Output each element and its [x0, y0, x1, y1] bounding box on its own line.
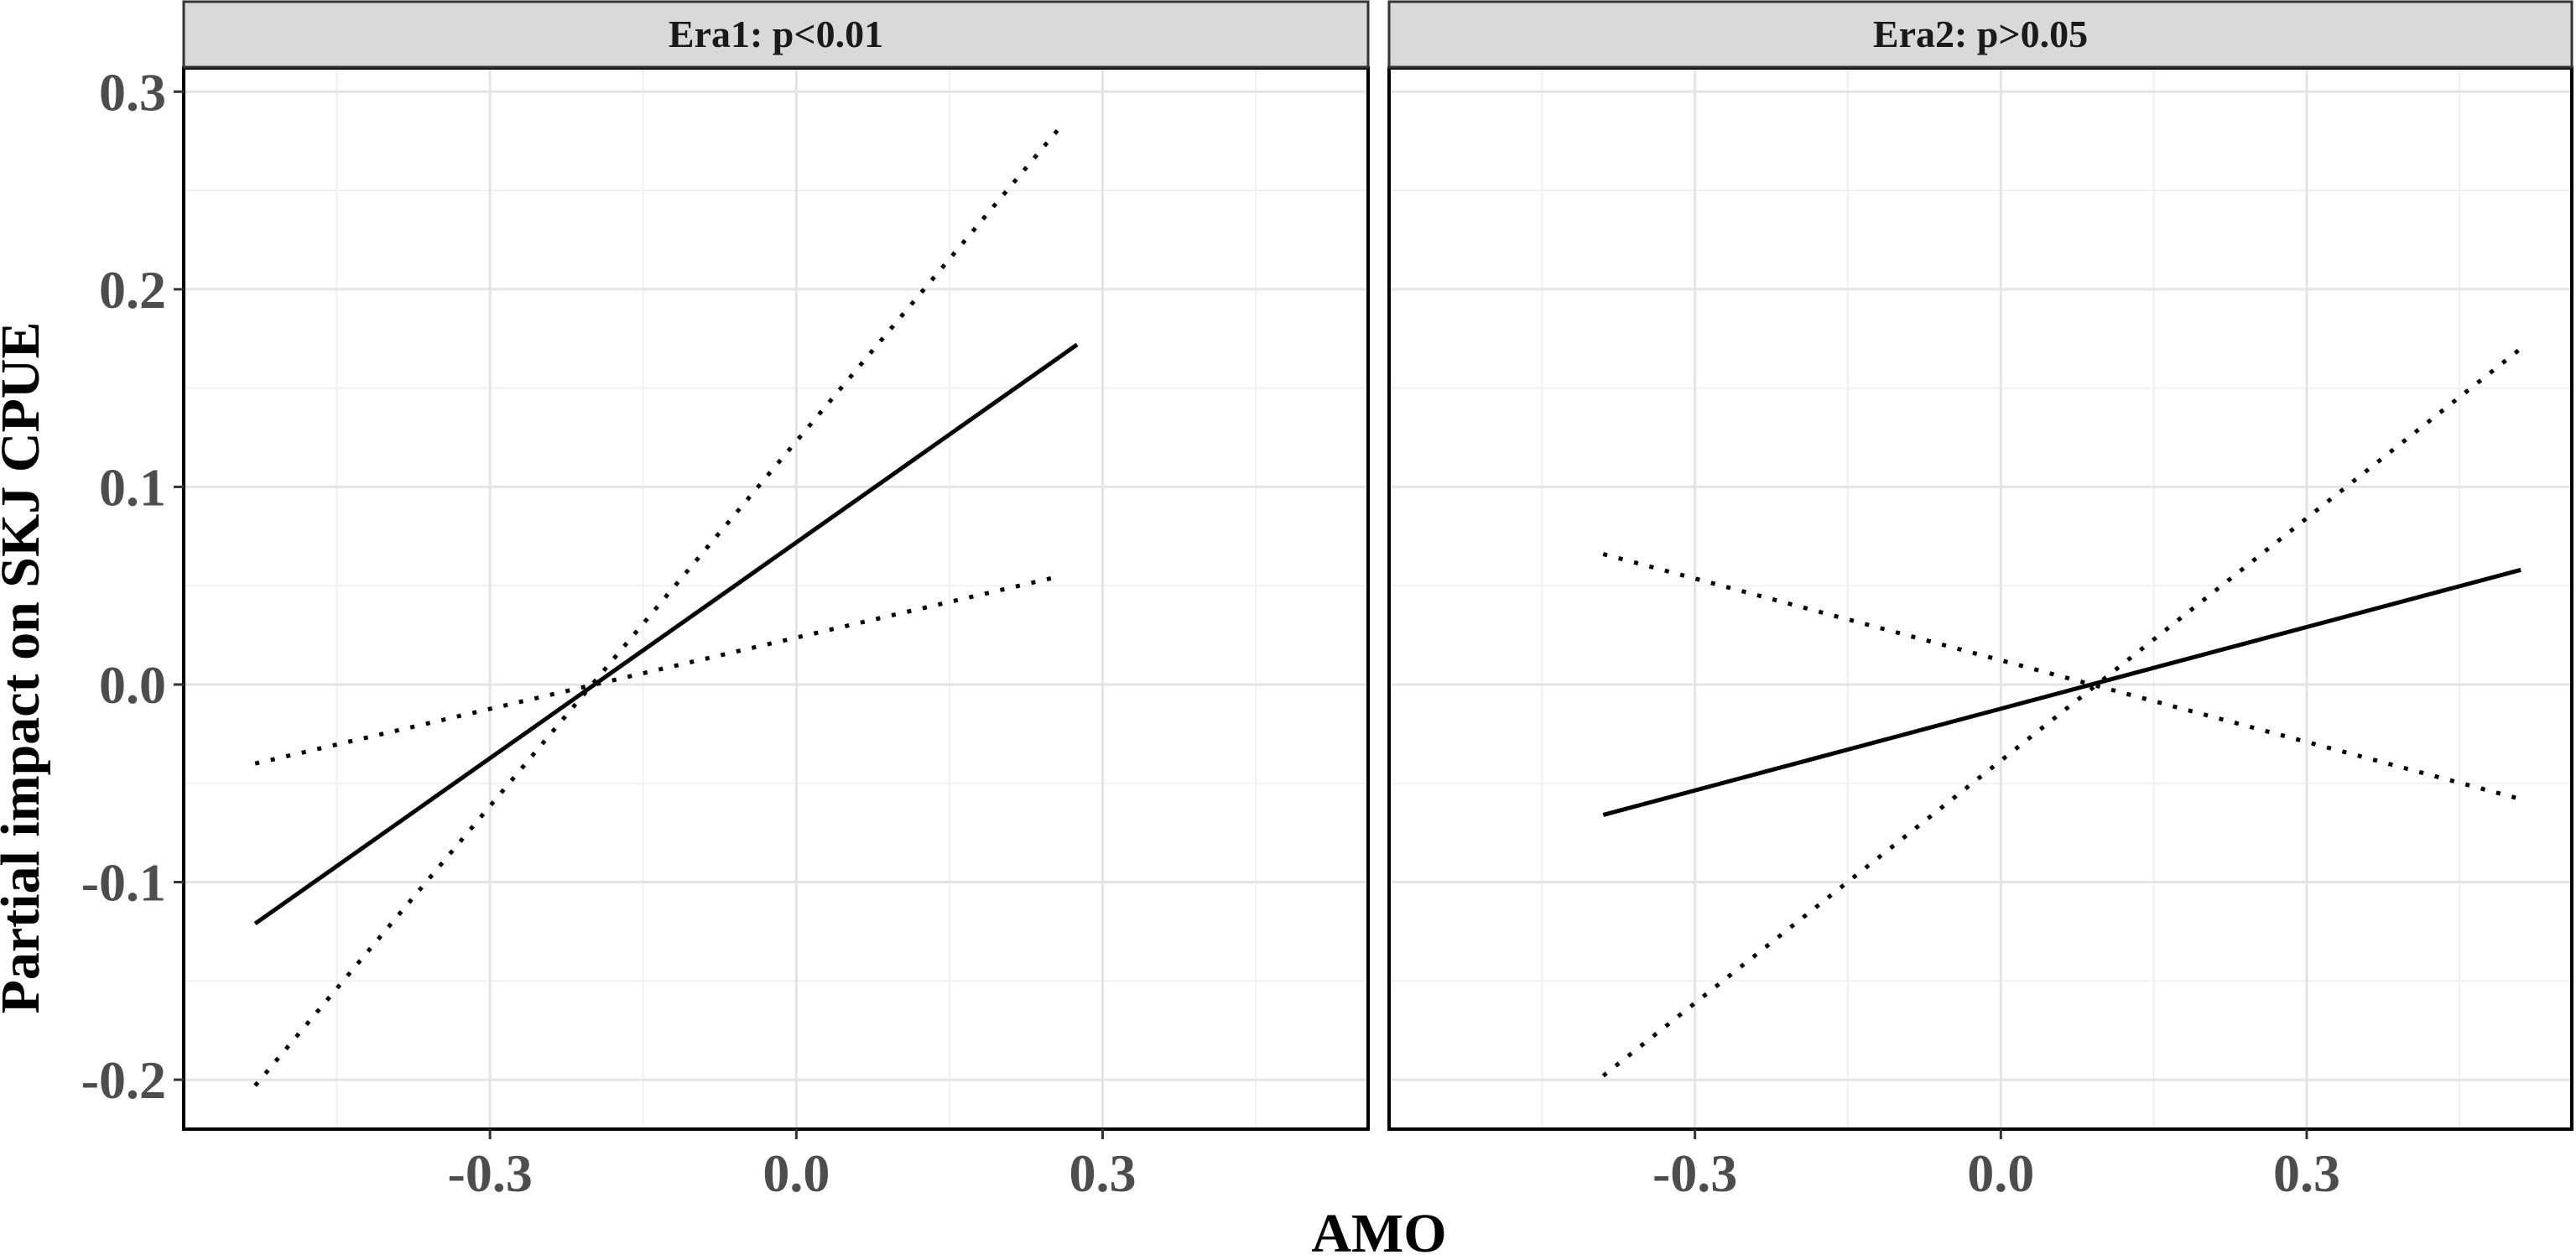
y-tick-label: 0.3 [99, 62, 166, 122]
confidence-line-panel1-2 [253, 123, 1064, 1087]
x-tick-label: -0.3 [1652, 1143, 1737, 1203]
y-tick-label: -0.2 [81, 1050, 166, 1110]
fit-line-panel1-1 [253, 342, 1079, 926]
panel-border [1387, 66, 2573, 1131]
panel-strip [182, 0, 1370, 69]
panel-border [182, 66, 1370, 1131]
x-axis-title: AMO [1311, 1203, 1446, 1260]
confidence-line-panel1-3 [254, 573, 1063, 766]
x-tick-label: 0.0 [1967, 1143, 2034, 1203]
confidence-line-panel2-2 [1601, 346, 2522, 1078]
panel-strip [1387, 0, 2573, 69]
x-tick-label: 0.3 [2273, 1143, 2340, 1203]
fit-line-panel2-1 [1602, 567, 2521, 817]
y-axis-title: Partial impact on SKJ CPUE [0, 322, 51, 1014]
panel-title: Era1: p<0.01 [669, 13, 883, 55]
y-tick-label: 0.1 [99, 457, 166, 517]
confidence-line-panel2-3 [1602, 552, 2521, 802]
x-tick-label: 0.3 [1069, 1143, 1137, 1203]
data-layer [253, 123, 2522, 1087]
x-tick-label: 0.0 [762, 1143, 830, 1203]
frame-layer [174, 0, 2573, 1139]
y-tick-label: 0.2 [99, 260, 166, 320]
y-tick-label: -0.1 [81, 853, 166, 913]
grid-layer [184, 68, 2572, 1129]
text-layer: Era1: p<0.01 -0.3 0.0 0.3 -0.2 -0.1 0.0 0.1 0.2 0… [81, 13, 2340, 1203]
y-tick-label: 0.0 [99, 655, 166, 715]
panel-title: Era2: p>0.05 [1873, 13, 2088, 55]
x-tick-label: -0.3 [448, 1143, 533, 1203]
